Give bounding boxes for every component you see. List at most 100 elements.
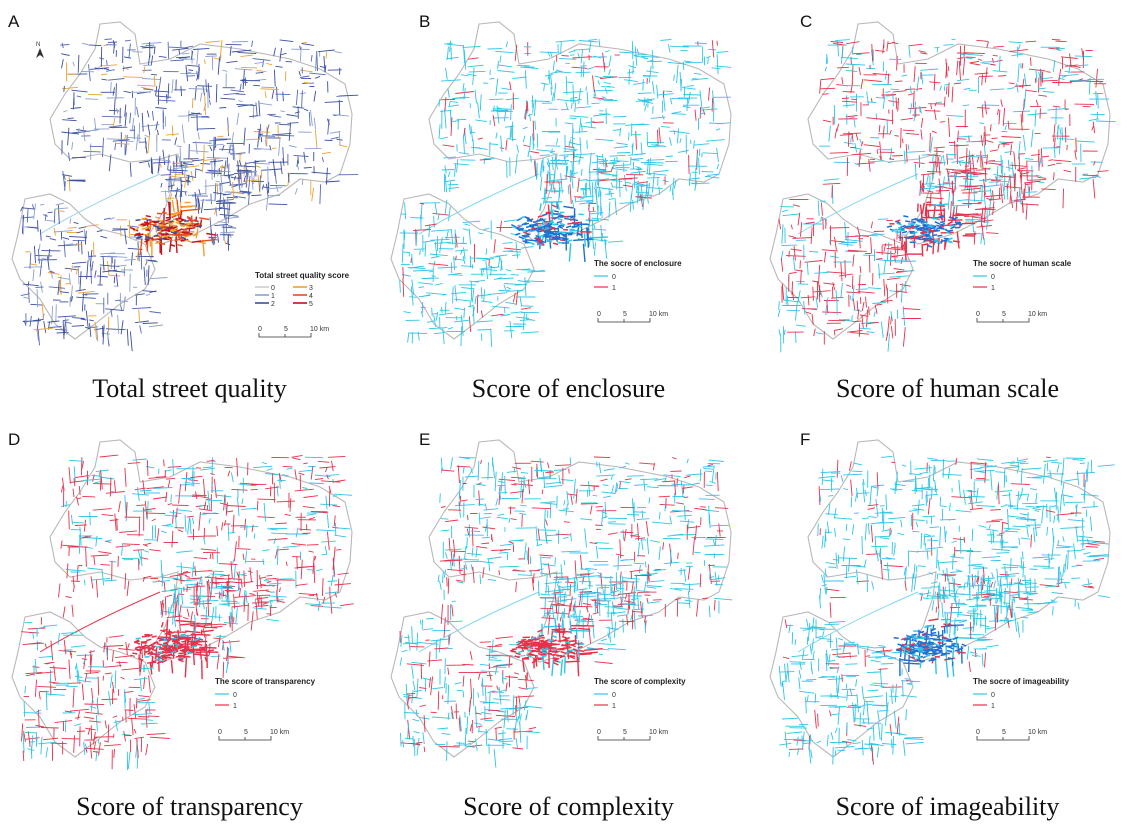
street-segment [608, 55, 612, 67]
street-segment [321, 578, 324, 597]
street-segment [500, 257, 503, 271]
street-segment [693, 72, 702, 75]
street-segment [103, 642, 106, 653]
street-segment [859, 327, 871, 330]
downtown-street [559, 224, 565, 228]
street-segment [643, 97, 646, 106]
street-segment [635, 196, 652, 199]
street-segment [658, 127, 661, 144]
street-segment [688, 154, 690, 174]
downtown-street [557, 225, 564, 230]
street-segment [520, 331, 539, 334]
street-segment [40, 736, 43, 755]
street-segment [72, 521, 84, 524]
street-segment [638, 564, 641, 574]
street-segment [93, 751, 100, 753]
street-segment [82, 478, 102, 481]
street-segment [77, 290, 95, 294]
street-segment [580, 484, 600, 487]
street-segment [847, 330, 863, 333]
street-segment [238, 588, 242, 597]
street-segment [992, 70, 1008, 73]
street-segment [230, 472, 234, 483]
street-segment [601, 173, 618, 176]
street-segment [276, 548, 289, 551]
street-segment [607, 532, 618, 535]
street-segment [61, 631, 77, 635]
street-segment [210, 193, 212, 205]
street-segment [190, 171, 194, 181]
street-segment [441, 237, 443, 244]
street-segment [489, 265, 495, 269]
street-segment [568, 243, 572, 262]
street-segment [477, 482, 482, 485]
street-segment [167, 503, 173, 506]
street-segment [63, 240, 66, 258]
street-segment [104, 665, 122, 668]
street-segment [1020, 113, 1023, 131]
street-segment [411, 253, 413, 266]
street-segment [653, 462, 655, 471]
street-segment [554, 210, 559, 213]
street-segment [208, 99, 212, 105]
street-segment [448, 100, 451, 107]
street-segment [174, 194, 177, 200]
street-segment [602, 52, 606, 70]
street-segment [997, 108, 999, 115]
street-segment [249, 593, 255, 595]
street-segment [62, 606, 66, 618]
street-segment [482, 526, 496, 530]
street-segment [122, 543, 140, 546]
street-segment [136, 106, 139, 118]
street-segment [525, 101, 528, 120]
street-segment [185, 575, 191, 579]
street-segment [613, 164, 631, 167]
street-segment [211, 606, 215, 622]
street-segment [492, 115, 496, 127]
street-segment [74, 716, 81, 719]
street-segment [309, 110, 313, 127]
scale-bar-label: 0 [976, 311, 980, 318]
legend-label: 1 [271, 293, 275, 300]
street-segment [76, 496, 79, 506]
street-segment [470, 257, 490, 260]
street-segment [170, 588, 178, 591]
street-segment [496, 277, 514, 280]
street-segment [599, 113, 611, 115]
street-segment [601, 508, 604, 526]
street-segment [462, 256, 466, 264]
street-segment [780, 258, 784, 272]
street-segment [592, 219, 594, 240]
downtown-street [538, 241, 545, 246]
street-segment [515, 241, 519, 259]
downtown-street [175, 232, 181, 236]
street-segment [169, 193, 173, 201]
street-segment [115, 545, 131, 548]
street-segment [275, 185, 279, 193]
street-segment [217, 135, 224, 138]
street-segment [100, 73, 108, 76]
street-segment [568, 50, 576, 53]
street-segment [149, 736, 170, 739]
scale-bar-label: 10 km [270, 729, 289, 736]
street-segment [871, 43, 874, 62]
street-segment [243, 165, 249, 168]
street-segment [1088, 77, 1091, 95]
street-segment [551, 92, 555, 102]
street-segment [330, 597, 333, 614]
street-segment [608, 523, 626, 525]
street-segment [570, 532, 572, 542]
street-segment [913, 101, 917, 122]
downtown-street [178, 652, 184, 655]
street-segment [109, 477, 112, 497]
street-segment [152, 580, 171, 583]
street-segment [163, 581, 166, 593]
street-segment [200, 199, 212, 201]
street-segment [839, 273, 853, 277]
street-segment [571, 66, 588, 69]
street-segment [106, 60, 108, 66]
street-segment [984, 162, 1002, 165]
street-segment [190, 595, 207, 597]
street-segment [186, 515, 194, 518]
street-segment [239, 525, 259, 528]
